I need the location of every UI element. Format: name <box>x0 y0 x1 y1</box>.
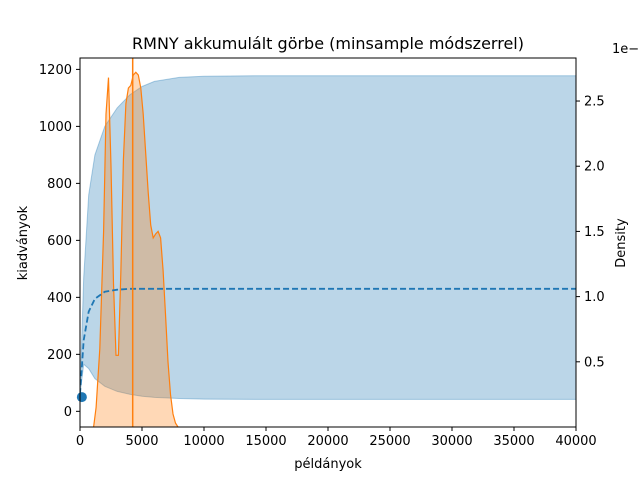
chart-title: RMNY akkumulált görbe (minsample módszer… <box>132 34 524 53</box>
x-axis-label: példányok <box>294 457 362 472</box>
x-tick-label: 30000 <box>431 434 472 449</box>
x-tick-label: 40000 <box>555 434 596 449</box>
y-tick-label: 600 <box>47 234 72 249</box>
y2-axis-label: Density <box>614 218 629 268</box>
x-tick-label: 0 <box>76 434 84 449</box>
plot-area <box>80 58 576 427</box>
y-tick-label: 200 <box>47 348 72 363</box>
y-tick-label: 1200 <box>39 63 72 78</box>
y2-tick-label: 2.5 <box>584 95 605 110</box>
density-fill <box>93 72 178 427</box>
y2-tick-label: 0.5 <box>584 355 605 370</box>
mean-curve <box>80 287 576 395</box>
y2-offset-text: 1e− <box>612 42 639 57</box>
x-tick-label: 15000 <box>245 434 286 449</box>
y2-tick-label: 1.5 <box>584 225 605 240</box>
y2-tick-label: 1.0 <box>584 290 605 305</box>
y-tick-label: 0 <box>64 405 72 420</box>
x-tick-label: 5000 <box>125 434 158 449</box>
y-tick-label: 400 <box>47 291 72 306</box>
y-tick-label: 800 <box>47 177 72 192</box>
x-tick-label: 25000 <box>369 434 410 449</box>
x-tick-label: 35000 <box>493 434 534 449</box>
x-tick-label: 10000 <box>183 434 224 449</box>
confidence-band <box>80 75 576 400</box>
y-tick-label: 1000 <box>39 120 72 135</box>
density-line <box>93 71 179 427</box>
observed-point <box>76 392 87 403</box>
x-tick-label: 20000 <box>307 434 348 449</box>
y-axis-label: kiadványok <box>16 205 31 280</box>
y2-tick-label: 2.0 <box>584 160 605 175</box>
